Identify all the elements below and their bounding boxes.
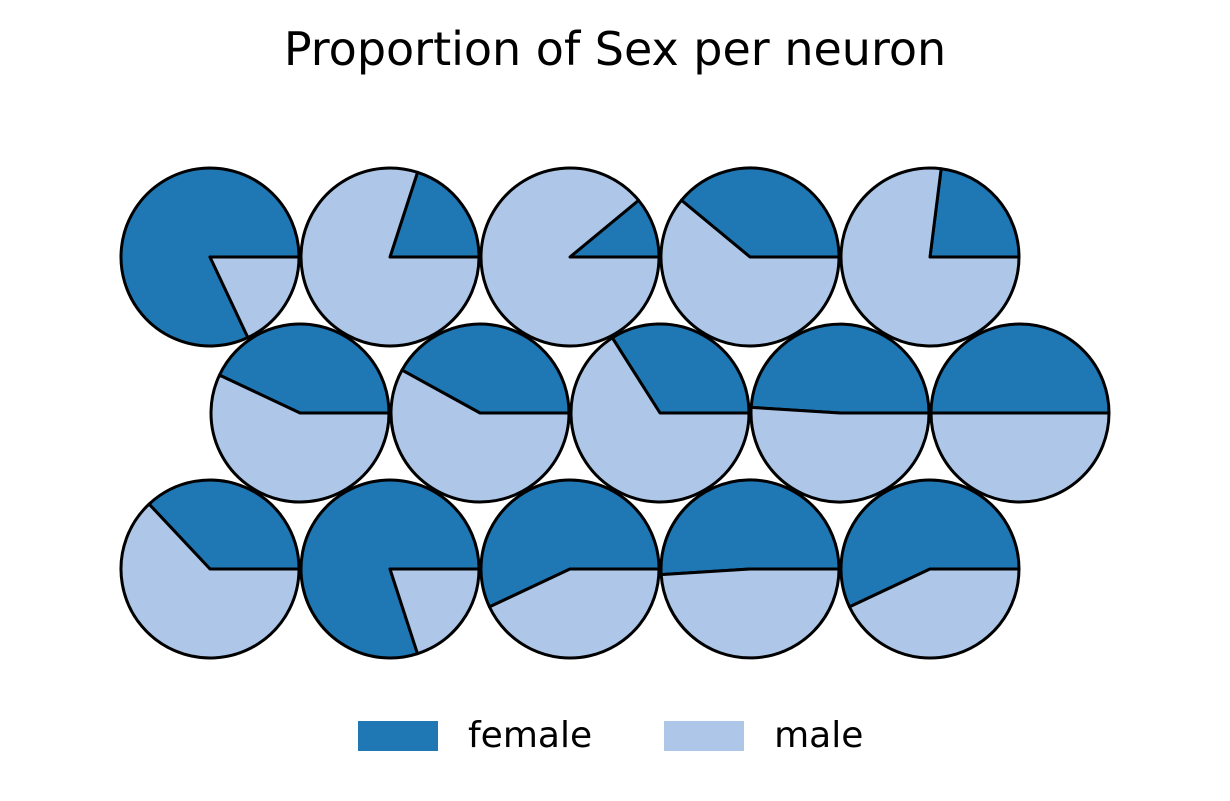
pie-slice-female — [217, 322, 391, 415]
chart-title: Proportion of Sex per neuron — [283, 22, 947, 76]
pie-slice-female — [679, 166, 841, 259]
pie-slice-male — [659, 567, 841, 660]
neuron-pie-11 — [299, 478, 481, 660]
pie-slice-female — [749, 322, 931, 415]
pie-slice-female — [839, 478, 1021, 609]
pie-slice-female — [659, 478, 841, 577]
pie-slice-male — [929, 411, 1111, 504]
pie-slice-female — [929, 322, 1111, 415]
neuron-pie-14 — [839, 478, 1021, 660]
pie-slice-male — [479, 166, 661, 348]
pie-slice-female — [147, 478, 301, 571]
legend: female male — [358, 716, 863, 756]
neuron-pie-6 — [389, 322, 571, 504]
legend-item-female: female — [358, 716, 592, 756]
legend-swatch-male — [664, 721, 745, 751]
neuron-pie-0 — [119, 166, 301, 348]
legend-label-female: female — [468, 715, 593, 756]
pie-slice-male — [659, 198, 841, 348]
pie-slice-female — [479, 478, 661, 609]
pie-slice-male — [839, 166, 1021, 348]
pie-grid — [119, 166, 1111, 660]
pie-slice-male — [569, 336, 751, 504]
pie-slice-male — [299, 166, 481, 348]
pie-slice-female — [400, 322, 571, 415]
neuron-pie-13 — [659, 478, 841, 660]
neuron-pie-4 — [839, 166, 1021, 348]
pie-slice-male — [847, 567, 1021, 660]
neuron-pie-9 — [929, 322, 1111, 504]
pie-slice-female — [928, 167, 1021, 259]
pie-slice-male — [388, 567, 481, 656]
neuron-pie-12 — [479, 478, 661, 660]
neuron-pie-8 — [749, 322, 931, 504]
pie-slice-male — [209, 373, 391, 504]
legend-label-male: male — [774, 715, 864, 756]
legend-item-male: male — [664, 716, 863, 756]
neuron-pie-10 — [119, 478, 301, 660]
pie-slice-male — [749, 405, 931, 504]
pie-slice-male — [208, 255, 301, 340]
pie-slice-female — [388, 170, 481, 259]
neuron-pie-7 — [569, 322, 751, 504]
pie-slice-male — [389, 368, 571, 504]
neuron-pie-3 — [659, 166, 841, 348]
legend-swatch-female — [358, 721, 438, 751]
neuron-pie-1 — [299, 166, 481, 348]
pie-slice-male — [487, 567, 661, 660]
neuron-pie-2 — [479, 166, 661, 348]
neuron-pie-5 — [209, 322, 391, 504]
pie-slice-male — [119, 502, 301, 660]
